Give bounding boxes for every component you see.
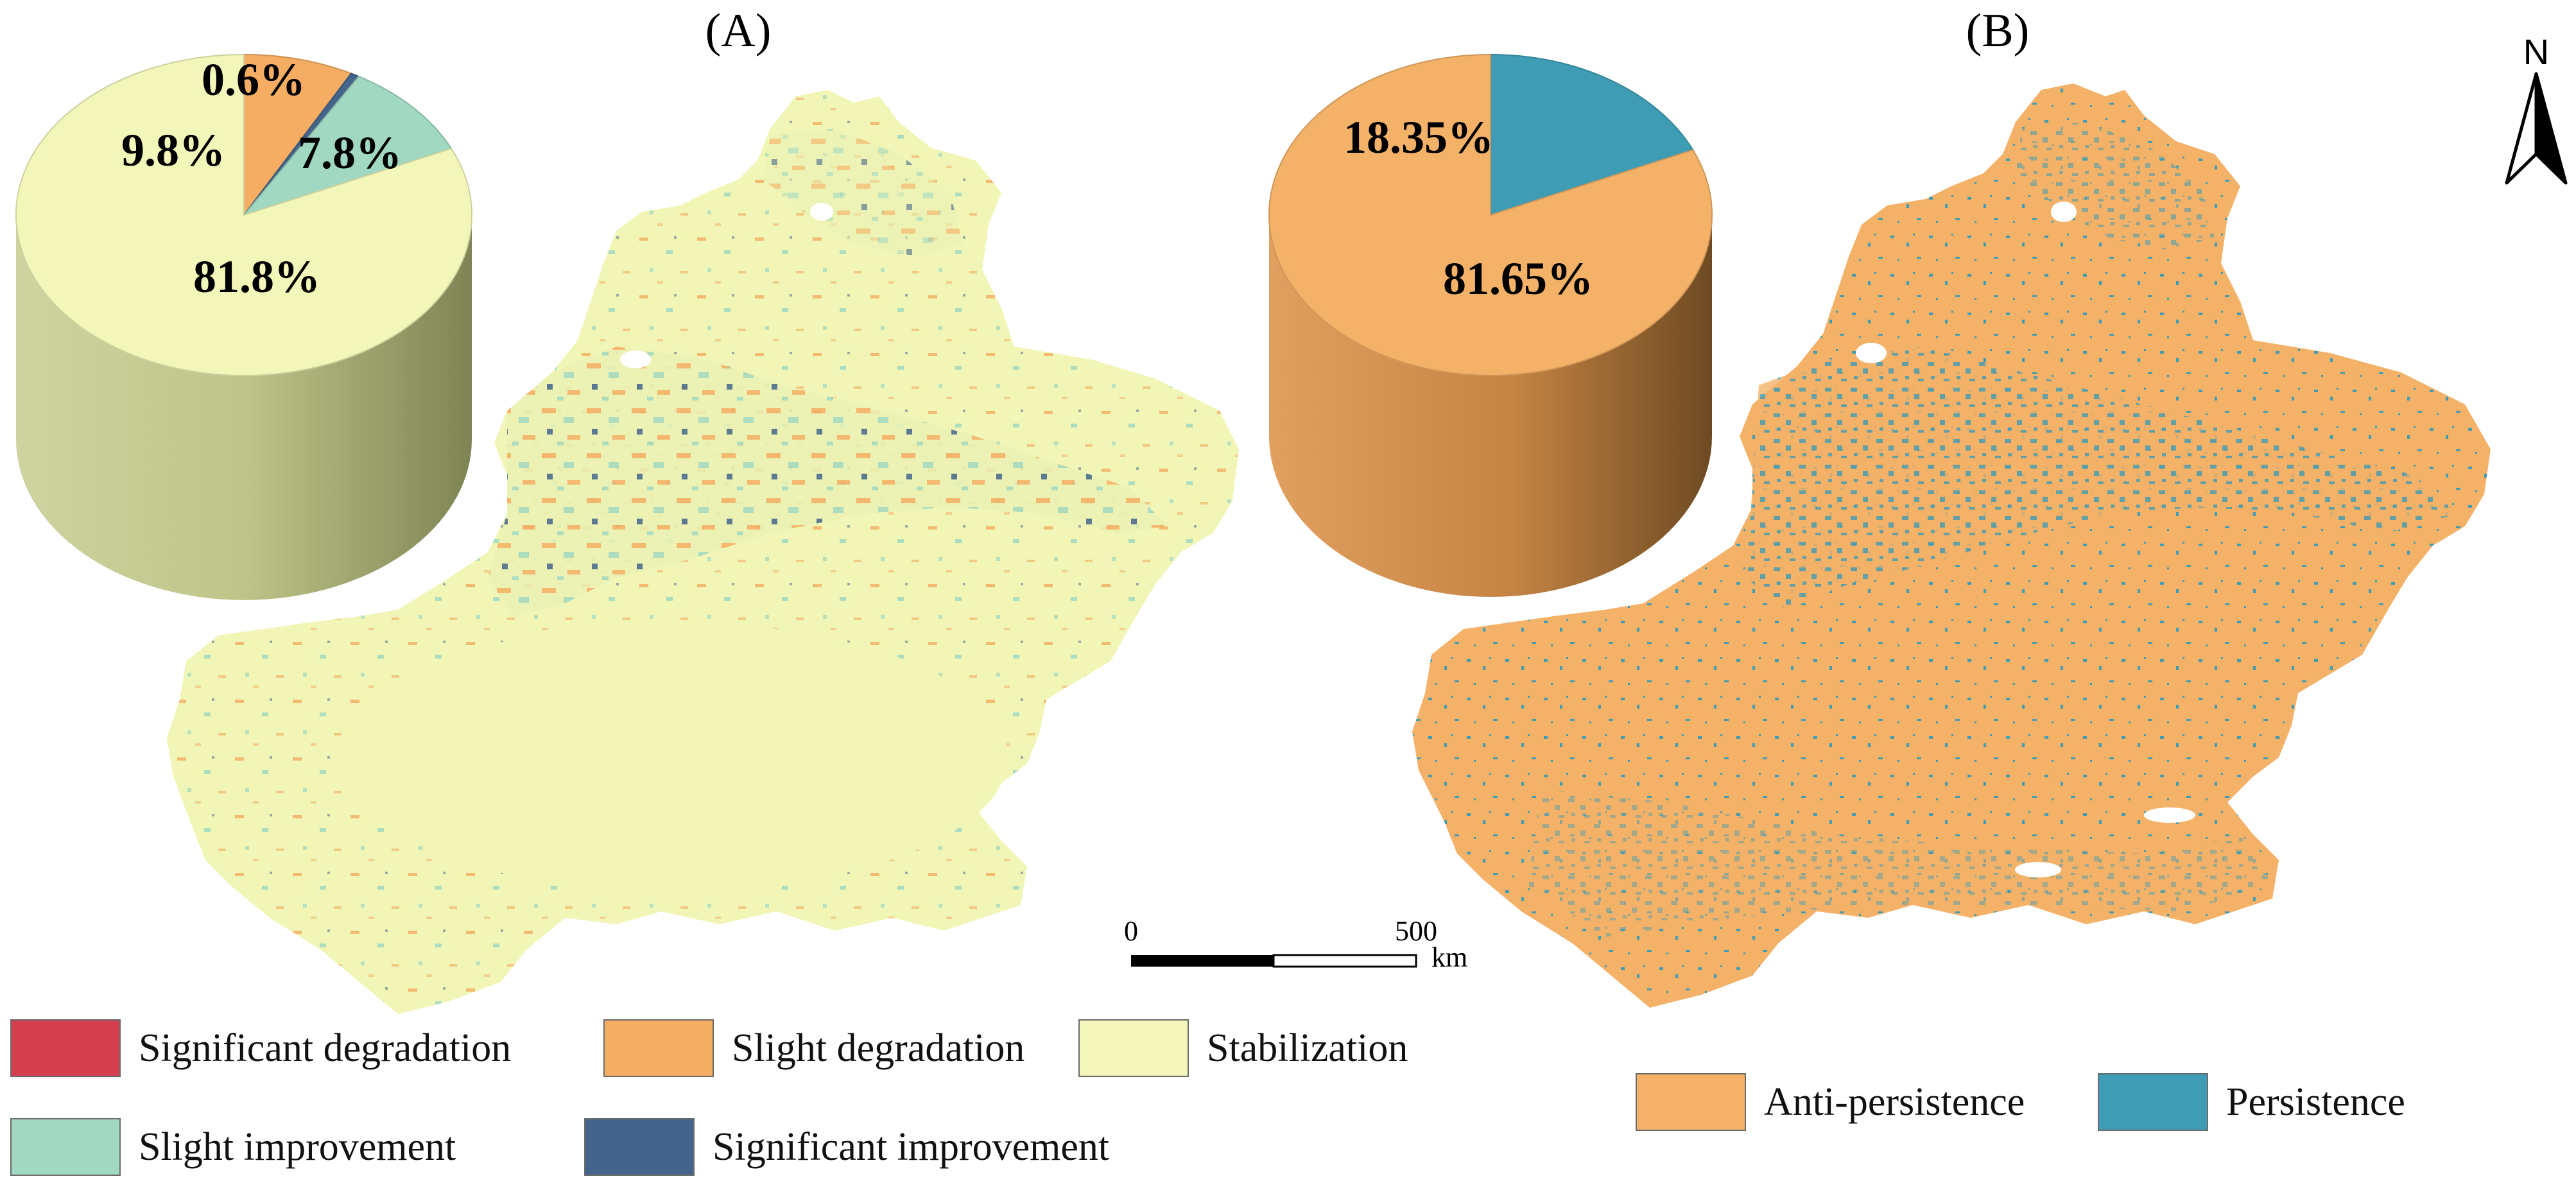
map-b-lake (2144, 807, 2195, 823)
legend-label: Slight improvement (139, 1125, 456, 1169)
map-b-lake (1856, 343, 1887, 363)
pie-chart-b: 81.65% 18.35% (1268, 53, 1713, 597)
legend-label: Anti-persistence (1764, 1080, 2025, 1124)
legend-swatch-slight-improvement (10, 1118, 121, 1176)
legend-swatch-significant-improvement (584, 1118, 695, 1176)
legend-a-item: Significant improvement (584, 1118, 1109, 1176)
a-pie-label: 7.8% (298, 127, 402, 178)
a-pie-slice-slight-improvement (242, 75, 453, 216)
map-b-north-band (2016, 122, 2215, 250)
legend-swatch-anti-persistence (1636, 1073, 1746, 1131)
a-pie-slice-stabilization (15, 53, 472, 376)
legend-label: Slight degradation (732, 1026, 1025, 1070)
legend-b-item: Anti-persistence (1636, 1073, 2025, 1131)
map-b-south-band (1528, 789, 2272, 937)
legend-a-item: Slight improvement (10, 1118, 456, 1176)
panel-a-title: (A) (705, 4, 772, 57)
map-b-dense-band (1746, 347, 2459, 610)
scale-bar-max-label: 500 (1395, 915, 1437, 947)
a-pie-side (16, 215, 472, 600)
north-arrow-icon: N (2505, 31, 2568, 185)
scale-bar-white-segment (1272, 954, 1417, 968)
map-a-lake (810, 203, 833, 221)
b-pie-label: 18.35% (1344, 112, 1494, 163)
legend-label: Significant improvement (713, 1125, 1110, 1169)
legend-label: Persistence (2226, 1080, 2405, 1124)
legend-swatch-stabilization (1078, 1019, 1189, 1077)
panel-b-title: (B) (1966, 4, 2030, 57)
scale-bar: 0 500 km (1124, 915, 1467, 973)
scale-bar-zero-label: 0 (1124, 915, 1138, 947)
legend-swatch-significant-degradation (10, 1019, 121, 1077)
north-arrow-letter: N (2523, 31, 2549, 72)
map-a-basin (340, 623, 1008, 892)
b-pie-slice-persistence (1490, 53, 1694, 216)
legend-swatch-persistence (2098, 1073, 2208, 1131)
map-a-mountain-band (488, 347, 1168, 616)
a-pie-label: 0.6% (202, 54, 306, 105)
legend-a-item: Significant degradation (10, 1019, 511, 1077)
map-a (167, 90, 1239, 1014)
a-pie-slice-slight-degradation (243, 53, 352, 217)
scale-bar-unit-label: km (1431, 942, 1467, 973)
legend-a-item: Stabilization (1078, 1019, 1408, 1077)
map-b (1412, 83, 2491, 1008)
b-pie-side (1269, 215, 1712, 597)
pie-chart-a: 81.8% 9.8% 0.6% 7.8% (15, 53, 472, 600)
legend-b-item: Persistence (2098, 1073, 2405, 1131)
map-a-lake (620, 350, 651, 368)
legend-a-item: Slight degradation (603, 1019, 1024, 1077)
scale-bar-black-segment (1131, 955, 1274, 967)
map-a-northern-band (764, 128, 963, 257)
legend-swatch-slight-degradation (603, 1019, 714, 1077)
b-pie-label: 81.65% (1443, 253, 1593, 304)
map-b-lake (2015, 862, 2061, 877)
legend-label: Stabilization (1207, 1026, 1408, 1070)
a-pie-label: 9.8% (121, 125, 225, 176)
b-pie-slice-anti-persistence (1268, 53, 1713, 376)
legend-label: Significant degradation (139, 1026, 512, 1070)
map-b-lake (2051, 202, 2077, 222)
map-a-lake (1033, 822, 1072, 834)
a-pie-label: 81.8% (193, 251, 320, 302)
